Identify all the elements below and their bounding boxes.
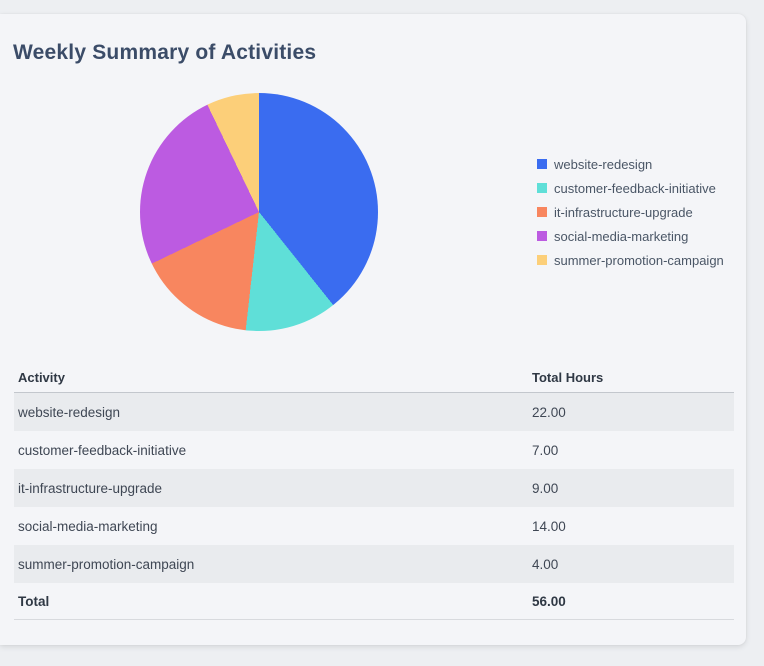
legend-swatch-icon	[537, 183, 547, 193]
column-header-total-hours: Total Hours	[518, 362, 734, 393]
activity-hours-table: Activity Total Hours website-redesign 22…	[14, 362, 734, 620]
hours-cell: 14.00	[532, 518, 566, 534]
legend-swatch-icon	[537, 207, 547, 217]
table-total-row: Total 56.00	[14, 583, 734, 620]
legend-item-summer-promotion-campaign[interactable]: summer-promotion-campaign	[537, 248, 724, 272]
page-title: Weekly Summary of Activities	[13, 41, 317, 65]
legend-item-social-media-marketing[interactable]: social-media-marketing	[537, 224, 724, 248]
activity-cell: customer-feedback-initiative	[18, 442, 187, 458]
legend-label: social-media-marketing	[554, 228, 689, 244]
hours-cell: 9.00	[518, 469, 734, 507]
legend-item-customer-feedback-initiative[interactable]: customer-feedback-initiative	[537, 176, 724, 200]
activity-cell: social-media-marketing	[18, 518, 158, 534]
legend-item-it-infrastructure-upgrade[interactable]: it-infrastructure-upgrade	[537, 200, 724, 224]
legend-label: summer-promotion-campaign	[554, 252, 724, 268]
total-hours-cell: 56.00	[518, 583, 734, 620]
legend-swatch-icon	[537, 231, 547, 241]
table-row: social-media-marketing 14.00	[14, 507, 734, 545]
pie-chart[interactable]	[140, 93, 378, 331]
table-header-row: Activity Total Hours	[14, 362, 734, 393]
hours-cell: 7.00	[532, 442, 559, 458]
summary-card: Weekly Summary of Activities website-red…	[0, 14, 746, 645]
table-row: customer-feedback-initiative 7.00	[14, 431, 734, 469]
hours-cell: 4.00	[518, 545, 734, 583]
chart-legend: website-redesign customer-feedback-initi…	[537, 152, 724, 272]
total-label-cell: Total	[14, 583, 518, 620]
legend-item-website-redesign[interactable]: website-redesign	[537, 152, 724, 176]
legend-label: customer-feedback-initiative	[554, 180, 716, 196]
activity-cell: it-infrastructure-upgrade	[14, 469, 518, 507]
column-header-activity: Activity	[14, 362, 518, 393]
table-row: website-redesign 22.00	[14, 392, 734, 431]
legend-swatch-icon	[537, 159, 547, 169]
activity-cell: website-redesign	[14, 392, 518, 431]
activity-cell: summer-promotion-campaign	[14, 545, 518, 583]
table-row: it-infrastructure-upgrade 9.00	[14, 469, 734, 507]
legend-label: it-infrastructure-upgrade	[554, 204, 693, 220]
legend-swatch-icon	[537, 255, 547, 265]
hours-cell: 22.00	[518, 392, 734, 431]
table-row: summer-promotion-campaign 4.00	[14, 545, 734, 583]
legend-label: website-redesign	[554, 156, 653, 172]
